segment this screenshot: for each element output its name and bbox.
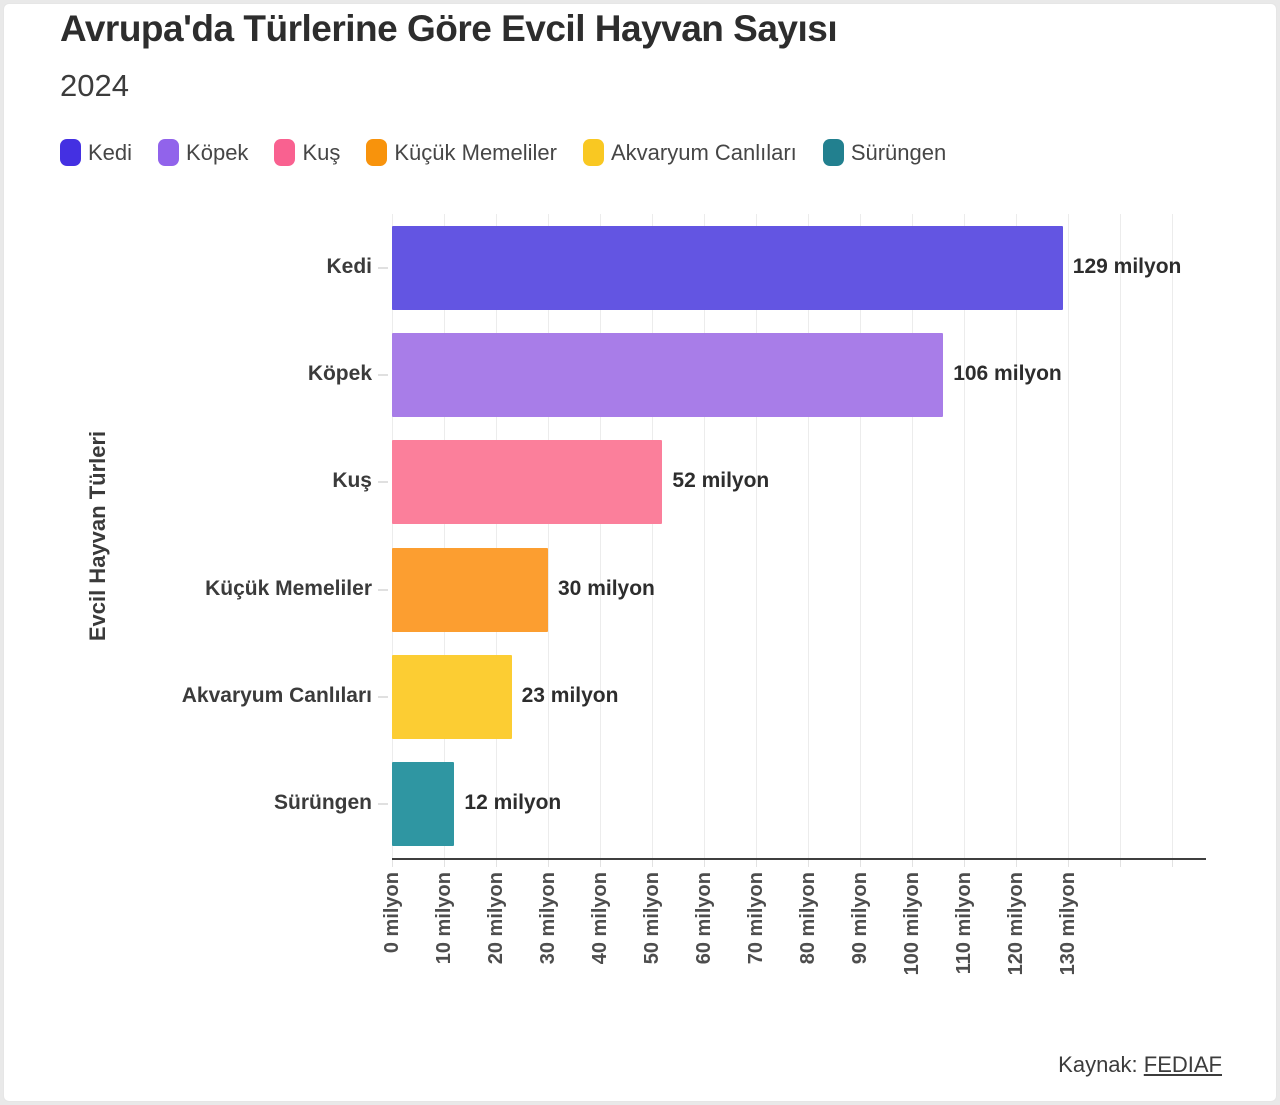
legend-item[interactable]: Sürüngen (822, 139, 947, 166)
chart-subtitle: 2024 (60, 68, 129, 103)
x-tick-label: 20 milyon (485, 872, 507, 965)
legend-item[interactable]: Köpek (158, 139, 248, 166)
legend-item[interactable]: Kedi (60, 139, 132, 166)
legend-swatch (582, 139, 604, 166)
legend-swatch (158, 139, 180, 166)
chart-title: Avrupa'da Türlerine Göre Evcil Hayvan Sa… (60, 8, 838, 49)
x-axis-tick (496, 858, 497, 867)
x-axis-line (392, 858, 1206, 860)
gridline (1120, 214, 1121, 858)
x-tick-label: 130 milyon (1057, 872, 1079, 976)
x-tick-label: 100 milyon (901, 872, 923, 976)
x-tick-label: 70 milyon (745, 872, 767, 965)
value-label: 129 milyon (1072, 254, 1182, 278)
category-label: Akvaryum Canlıları (181, 684, 372, 707)
source-note: Kaynak: FEDIAF (1058, 1052, 1222, 1078)
x-tick-label: 10 milyon (433, 872, 455, 965)
value-label: 106 milyon (953, 362, 1062, 385)
x-tick-label: 0 milyon (381, 872, 403, 954)
value-label: 30 milyon (558, 576, 655, 600)
legend-item[interactable]: Küçük Memeliler (366, 139, 557, 166)
y-axis-label: Evcil Hayvan Türleri (85, 430, 110, 642)
value-label: 52 milyon (672, 469, 770, 493)
category-label: Kuş (332, 469, 372, 493)
y-axis-tick (378, 481, 388, 484)
x-axis-tick (756, 858, 757, 867)
x-axis-tick (912, 858, 913, 867)
x-tick-label: 120 milyon (1005, 872, 1027, 976)
gridline (1068, 214, 1069, 858)
legend-swatch (60, 139, 81, 166)
y-axis-tick (378, 588, 388, 591)
gridline (392, 214, 393, 858)
bar[interactable] (392, 547, 548, 632)
x-axis-tick (600, 858, 601, 867)
gridline (600, 214, 601, 858)
x-axis-tick (860, 858, 861, 867)
bar[interactable] (392, 333, 944, 417)
bar[interactable] (392, 440, 663, 525)
legend-swatch (274, 139, 296, 166)
value-label: 12 milyon (464, 791, 562, 815)
chart-card (3, 3, 1277, 1102)
legend-label: Köpek (186, 139, 249, 165)
x-axis-tick (1068, 858, 1069, 867)
gridline (444, 214, 445, 858)
y-axis-tick (378, 266, 388, 269)
x-tick-label: 80 milyon (797, 872, 819, 965)
gridline (860, 214, 861, 858)
y-axis-tick (378, 696, 388, 698)
gridline (496, 214, 497, 858)
legend-swatch (822, 139, 844, 166)
gridline (808, 214, 809, 858)
x-tick-label: 40 milyon (589, 872, 611, 965)
gridline (756, 214, 757, 858)
x-axis-tick (964, 858, 965, 867)
bar[interactable] (392, 655, 512, 739)
bar[interactable] (392, 762, 455, 847)
x-axis-tick (652, 858, 653, 867)
gridline (964, 214, 965, 858)
gridline (1016, 214, 1017, 858)
x-axis-tick (1172, 858, 1173, 867)
legend-label: Sürüngen (850, 139, 947, 165)
category-label: Köpek (307, 362, 372, 385)
legend-item[interactable]: Akvaryum Canlıları (582, 139, 797, 166)
source-link[interactable]: FEDIAF (1143, 1052, 1222, 1077)
x-axis-tick (392, 858, 393, 867)
legend-label: Küçük Memeliler (394, 139, 557, 165)
category-label: Küçük Memeliler (205, 576, 372, 600)
y-axis-tick (378, 803, 388, 806)
x-axis-tick (444, 858, 445, 867)
value-label: 23 milyon (521, 684, 619, 707)
bar[interactable] (392, 225, 1063, 310)
x-tick-label: 30 milyon (537, 872, 559, 965)
legend-item[interactable]: Kuş (274, 139, 340, 166)
x-axis-tick (808, 858, 809, 867)
category-label: Kedi (326, 254, 372, 278)
x-tick-label: 90 milyon (849, 872, 871, 965)
y-axis-tick (378, 374, 388, 376)
gridline (1172, 214, 1173, 858)
x-tick-label: 50 milyon (641, 872, 663, 965)
legend-swatch (366, 139, 388, 166)
legend-label: Kuş (302, 139, 341, 165)
gridline (704, 214, 705, 858)
x-axis-tick (704, 858, 705, 867)
legend-label: Akvaryum Canlıları (610, 139, 797, 165)
source-label: Kaynak: (1058, 1052, 1144, 1077)
legend-label: Kedi (88, 139, 133, 165)
gridline (548, 214, 549, 858)
category-label: Sürüngen (274, 791, 372, 815)
legend: Kedi Köpek Kuş Küçük Memeliler Akvaryum Canl… (60, 139, 946, 166)
x-tick-label: 110 milyon (953, 872, 975, 975)
x-tick-label: 60 milyon (693, 872, 715, 965)
x-axis-tick (1120, 858, 1121, 867)
gridline (912, 214, 913, 858)
gridline (652, 214, 653, 858)
x-axis-tick (1016, 858, 1017, 867)
x-axis-tick (548, 858, 549, 867)
